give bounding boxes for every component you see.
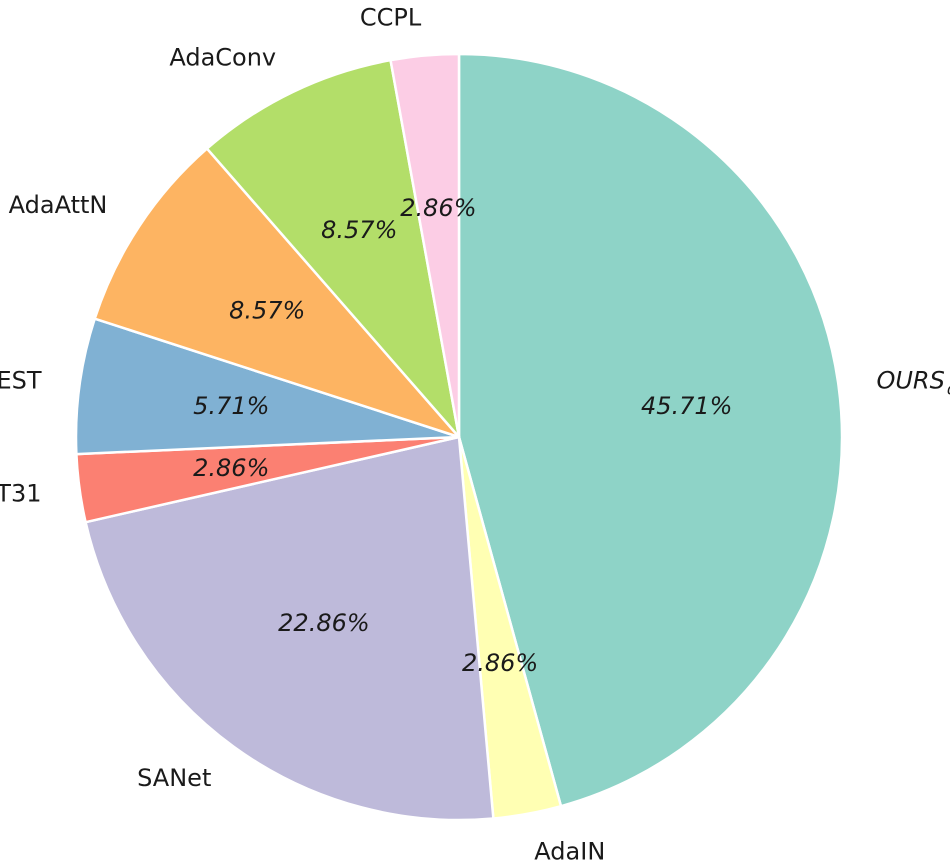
label-subscript: α = 0.5 xyxy=(947,379,950,398)
pct-label-ours: 45.71% xyxy=(641,392,733,420)
pct-label-iest: 5.71% xyxy=(193,392,269,420)
category-label-lst31: LST31 xyxy=(0,479,42,507)
category-label-ours: OURSα = 0.5 xyxy=(876,366,950,398)
pie-slices xyxy=(74,52,844,822)
pct-label-lst31: 2.86% xyxy=(193,454,269,482)
category-label-iest: IEST xyxy=(0,366,42,394)
category-label-sanet: SANet xyxy=(137,764,211,792)
slice-ccpl xyxy=(389,52,461,439)
slice-sanet xyxy=(84,435,495,822)
category-label-ccpl: CCPL xyxy=(360,3,422,31)
slice-iest xyxy=(74,317,461,456)
slice-adaattn xyxy=(93,147,461,439)
category-label-adaconv: AdaConv xyxy=(169,43,276,71)
pct-label-adain: 2.86% xyxy=(462,649,538,677)
category-labels: OURSα = 0.5 AdaIN SANet LST31 IEST AdaAttN Ada… xyxy=(0,3,950,862)
slice-ours xyxy=(457,52,844,808)
pct-label-ccpl: 2.86% xyxy=(400,194,476,222)
percent-labels: 45.71%2.86%22.86%2.86%5.71%8.57%8.57%2.8… xyxy=(193,194,732,677)
pct-label-adaconv: 8.57% xyxy=(321,216,397,244)
pct-label-adaattn: 8.57% xyxy=(229,296,305,324)
category-label-adain: AdaIN xyxy=(534,838,605,862)
pct-label-sanet: 22.86% xyxy=(278,609,370,637)
slice-adaconv xyxy=(205,58,461,439)
category-label-adaattn: AdaAttN xyxy=(9,191,108,219)
